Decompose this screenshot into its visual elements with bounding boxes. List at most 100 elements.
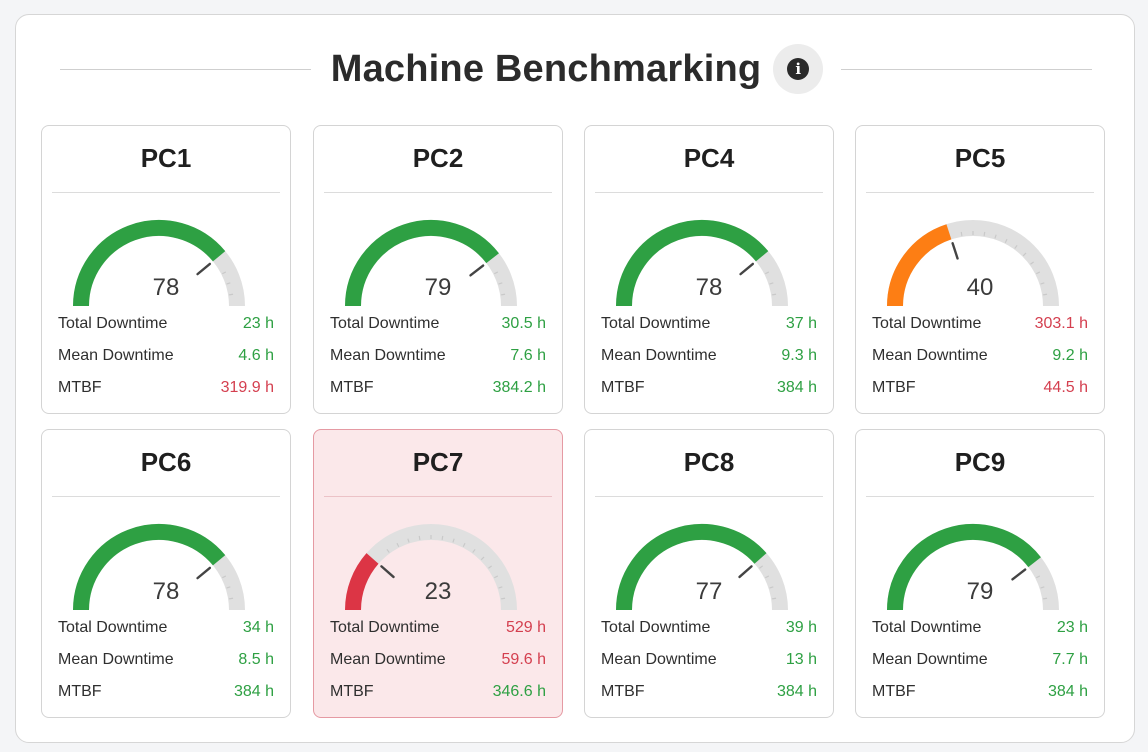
gauge-tick — [1043, 293, 1048, 296]
gauge-needle — [196, 262, 212, 276]
gauge-tick — [472, 548, 476, 553]
gauge-fill — [73, 524, 226, 611]
gauge-tick — [983, 231, 986, 236]
mtbf-label: MTBF — [58, 379, 102, 396]
total-downtime-row: Total Downtime 34 h — [58, 616, 274, 648]
gauge-tick — [1004, 238, 1008, 244]
total-downtime-value: 303.1 h — [1034, 315, 1088, 332]
card-divider — [52, 496, 280, 497]
metrics-list: Total Downtime 34 h Mean Downtime 8.5 h MTBF… — [58, 616, 274, 712]
card-divider — [595, 192, 823, 193]
gauge-tick — [1035, 271, 1041, 275]
mean-downtime-label: Mean Downtime — [330, 651, 446, 668]
mean-downtime-value: 9.3 h — [781, 347, 817, 364]
score-gauge — [887, 220, 1059, 307]
gauge-tick — [462, 542, 466, 548]
benchmark-panel: Machine Benchmarking i PC1 78 Total Downti… — [15, 14, 1135, 743]
machine-name: PC4 — [683, 143, 735, 173]
machine-name: PC6 — [140, 447, 192, 477]
mean-downtime-row: Mean Downtime 7.7 h — [872, 648, 1088, 680]
gauge-tick — [759, 565, 764, 569]
machine-name: PC9 — [954, 447, 1006, 477]
gauge-tick — [960, 231, 963, 236]
mtbf-row: MTBF 44.5 h — [872, 376, 1088, 408]
gauge-tick — [1030, 261, 1035, 265]
machine-card-pc9[interactable]: PC9 79 Total Downtime 23 h Mean Downtime 7.7 … — [855, 429, 1105, 718]
info-button[interactable]: i — [773, 44, 824, 94]
total-downtime-row: Total Downtime 23 h — [872, 616, 1088, 648]
metrics-list: Total Downtime 30.5 h Mean Downtime 7.6 h MT… — [330, 312, 546, 408]
mean-downtime-label: Mean Downtime — [330, 347, 446, 364]
machine-card-pc4[interactable]: PC4 78 Total Downtime 37 h Mean Downtime 9.3 … — [584, 125, 834, 414]
machine-card-pc8[interactable]: PC8 77 Total Downtime 39 h Mean Downtime 13 h… — [584, 429, 834, 718]
mtbf-row: MTBF 319.9 h — [58, 376, 274, 408]
total-downtime-row: Total Downtime 37 h — [601, 312, 817, 344]
mtbf-row: MTBF 384 h — [872, 680, 1088, 712]
total-downtime-row: Total Downtime 39 h — [601, 616, 817, 648]
metrics-list: Total Downtime 23 h Mean Downtime 4.6 h MTBF… — [58, 312, 274, 408]
total-downtime-label: Total Downtime — [872, 619, 982, 636]
gauge-tick — [498, 586, 503, 589]
gauge-value: 78 — [695, 274, 723, 301]
machine-name: PC1 — [140, 143, 192, 173]
gauge-tick — [221, 271, 227, 275]
metrics-list: Total Downtime 529 h Mean Downtime 59.6 h MT… — [330, 616, 546, 712]
machine-name: PC2 — [412, 143, 464, 173]
page-title: Machine Benchmarking — [330, 47, 762, 90]
mean-downtime-label: Mean Downtime — [872, 347, 988, 364]
mean-downtime-row: Mean Downtime 7.6 h — [330, 344, 546, 376]
gauge-tick — [498, 282, 503, 285]
gauge-tick — [226, 282, 231, 285]
machine-card-pc5[interactable]: PC5 40 Total Downtime 303.1 h Mean Downtime 9… — [855, 125, 1105, 414]
total-downtime-value: 34 h — [242, 619, 274, 636]
mtbf-value: 384.2 h — [492, 379, 546, 396]
gauge-tick — [772, 597, 777, 600]
mean-downtime-label: Mean Downtime — [601, 347, 717, 364]
machine-card-pc7[interactable]: PC7 23 Total Downtime 529 h Mean Downtime 59.… — [313, 429, 563, 718]
mtbf-value: 384 h — [776, 379, 817, 396]
mtbf-label: MTBF — [330, 683, 374, 700]
gauge-tick — [221, 575, 227, 579]
gauge-needle — [738, 565, 753, 579]
total-downtime-label: Total Downtime — [601, 315, 711, 332]
gauge-needle — [951, 242, 959, 260]
machine-card-pc6[interactable]: PC6 78 Total Downtime 34 h Mean Downtime 8.5 … — [41, 429, 291, 718]
machine-card-pc1[interactable]: PC1 78 Total Downtime 23 h Mean Downtime 4.6 … — [41, 125, 291, 414]
mean-downtime-label: Mean Downtime — [58, 347, 174, 364]
score-gauge — [887, 524, 1059, 611]
gauge-value: 79 — [424, 274, 452, 301]
score-gauge — [345, 220, 517, 307]
total-downtime-value: 23 h — [1056, 619, 1088, 636]
gauge-tick — [386, 548, 390, 553]
gauge-value: 78 — [152, 578, 180, 605]
gauge-tick — [1040, 586, 1045, 589]
mtbf-value: 319.9 h — [220, 379, 274, 396]
machine-card-pc2[interactable]: PC2 79 Total Downtime 30.5 h Mean Downtime 7.… — [313, 125, 563, 414]
mean-downtime-value: 4.6 h — [238, 347, 274, 364]
metrics-list: Total Downtime 23 h Mean Downtime 7.7 h MTBF… — [872, 616, 1088, 712]
gauge-tick — [493, 271, 499, 275]
machine-name: PC8 — [683, 447, 735, 477]
gauge-value: 79 — [966, 578, 994, 605]
header-divider-right — [841, 68, 1092, 70]
gauge-value: 78 — [152, 274, 180, 301]
total-downtime-value: 23 h — [242, 315, 274, 332]
total-downtime-label: Total Downtime — [872, 315, 982, 332]
mean-downtime-label: Mean Downtime — [872, 651, 988, 668]
mtbf-value: 44.5 h — [1043, 379, 1088, 396]
mtbf-row: MTBF 384.2 h — [330, 376, 546, 408]
total-downtime-row: Total Downtime 303.1 h — [872, 312, 1088, 344]
gauge-tick — [396, 542, 400, 548]
mean-downtime-row: Mean Downtime 13 h — [601, 648, 817, 680]
total-downtime-label: Total Downtime — [601, 619, 711, 636]
total-downtime-row: Total Downtime 30.5 h — [330, 312, 546, 344]
gauge-tick — [452, 538, 455, 543]
total-downtime-value: 529 h — [505, 619, 546, 636]
mean-downtime-value: 7.6 h — [510, 347, 546, 364]
score-gauge — [73, 220, 245, 307]
gauge-tick — [772, 293, 777, 296]
machine-name: PC7 — [412, 447, 464, 477]
mtbf-value: 384 h — [233, 683, 274, 700]
gauge-needle — [739, 262, 755, 276]
